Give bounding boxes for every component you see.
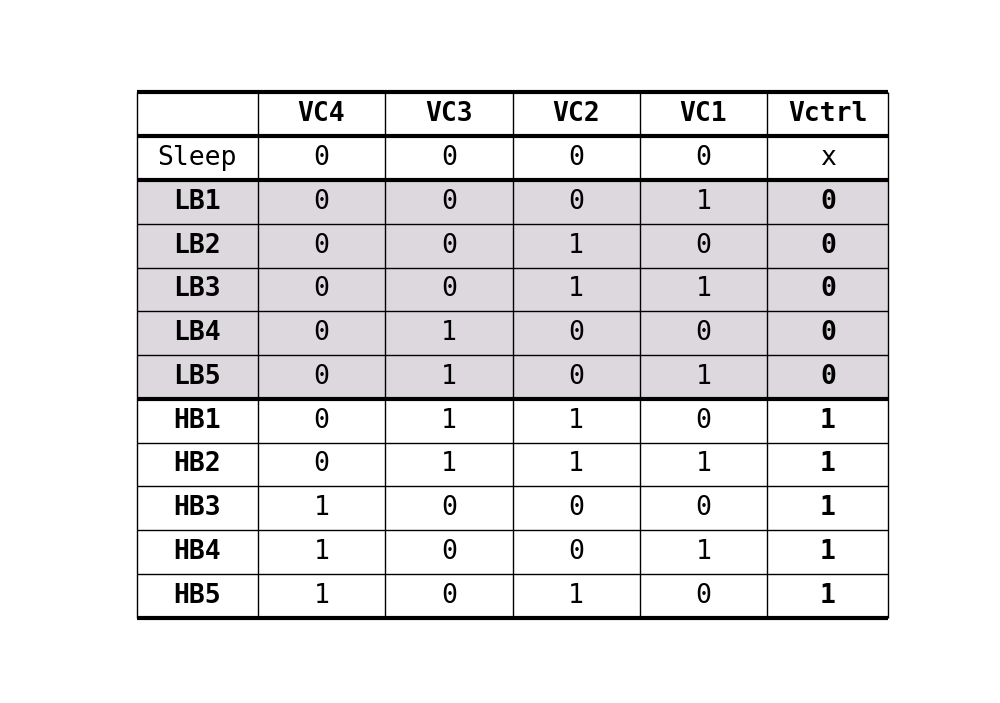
Text: 0: 0	[696, 233, 712, 259]
Text: 0: 0	[313, 145, 329, 171]
Text: 0: 0	[313, 364, 329, 390]
Text: 1: 1	[313, 495, 329, 521]
Text: VC3: VC3	[425, 101, 473, 127]
Text: HB2: HB2	[173, 451, 221, 477]
Text: 1: 1	[441, 408, 457, 434]
Text: 1: 1	[568, 408, 584, 434]
Bar	[137, 486, 888, 530]
Text: 0: 0	[568, 189, 584, 215]
Text: 1: 1	[568, 451, 584, 477]
Text: VC4: VC4	[298, 101, 345, 127]
Text: 0: 0	[568, 539, 584, 565]
Text: 1: 1	[820, 495, 836, 521]
Text: 1: 1	[568, 583, 584, 609]
Text: 0: 0	[441, 233, 457, 259]
Text: x: x	[820, 145, 836, 171]
Bar	[137, 136, 888, 180]
Text: 1: 1	[568, 276, 584, 302]
Text: VC1: VC1	[680, 101, 727, 127]
Text: 0: 0	[820, 276, 836, 302]
Text: 0: 0	[696, 583, 712, 609]
Text: 0: 0	[820, 189, 836, 215]
Text: 0: 0	[568, 364, 584, 390]
Text: 1: 1	[696, 539, 712, 565]
Text: 0: 0	[820, 364, 836, 390]
Text: 0: 0	[568, 495, 584, 521]
Text: 0: 0	[441, 539, 457, 565]
Text: LB1: LB1	[173, 189, 221, 215]
Text: 0: 0	[696, 408, 712, 434]
Text: 1: 1	[696, 451, 712, 477]
Text: LB3: LB3	[173, 276, 221, 302]
Text: 0: 0	[820, 320, 836, 346]
Text: 1: 1	[820, 539, 836, 565]
Bar	[137, 311, 888, 355]
Bar	[137, 268, 888, 311]
Text: 0: 0	[820, 233, 836, 259]
Text: Sleep: Sleep	[157, 145, 237, 171]
Text: 1: 1	[820, 451, 836, 477]
Text: 0: 0	[313, 276, 329, 302]
Text: 1: 1	[696, 189, 712, 215]
Text: LB2: LB2	[173, 233, 221, 259]
Text: 0: 0	[313, 408, 329, 434]
Text: 0: 0	[696, 320, 712, 346]
Text: 1: 1	[441, 451, 457, 477]
Text: 1: 1	[820, 583, 836, 609]
Bar	[137, 93, 888, 136]
Text: HB1: HB1	[173, 408, 221, 434]
Text: 0: 0	[313, 451, 329, 477]
Text: 0: 0	[696, 495, 712, 521]
Text: HB4: HB4	[173, 539, 221, 565]
Bar	[137, 530, 888, 574]
Text: Vctrl: Vctrl	[788, 101, 868, 127]
Bar	[137, 355, 888, 399]
Text: 0: 0	[313, 320, 329, 346]
Text: 0: 0	[441, 189, 457, 215]
Text: 0: 0	[568, 320, 584, 346]
Text: 1: 1	[313, 583, 329, 609]
Text: 1: 1	[696, 364, 712, 390]
Text: LB5: LB5	[173, 364, 221, 390]
Bar	[137, 399, 888, 442]
Text: LB4: LB4	[173, 320, 221, 346]
Bar	[137, 224, 888, 268]
Text: 1: 1	[820, 408, 836, 434]
Text: 1: 1	[441, 320, 457, 346]
Text: 0: 0	[441, 495, 457, 521]
Text: HB5: HB5	[173, 583, 221, 609]
Text: 0: 0	[441, 583, 457, 609]
Text: 0: 0	[696, 145, 712, 171]
Text: 0: 0	[313, 233, 329, 259]
Text: 1: 1	[696, 276, 712, 302]
Bar	[137, 442, 888, 486]
Text: 0: 0	[313, 189, 329, 215]
Text: 1: 1	[441, 364, 457, 390]
Text: 0: 0	[568, 145, 584, 171]
Text: 1: 1	[568, 233, 584, 259]
Bar	[137, 574, 888, 617]
Text: HB3: HB3	[173, 495, 221, 521]
Text: 0: 0	[441, 276, 457, 302]
Bar	[137, 180, 888, 224]
Text: 0: 0	[441, 145, 457, 171]
Text: 1: 1	[313, 539, 329, 565]
Text: VC2: VC2	[552, 101, 600, 127]
